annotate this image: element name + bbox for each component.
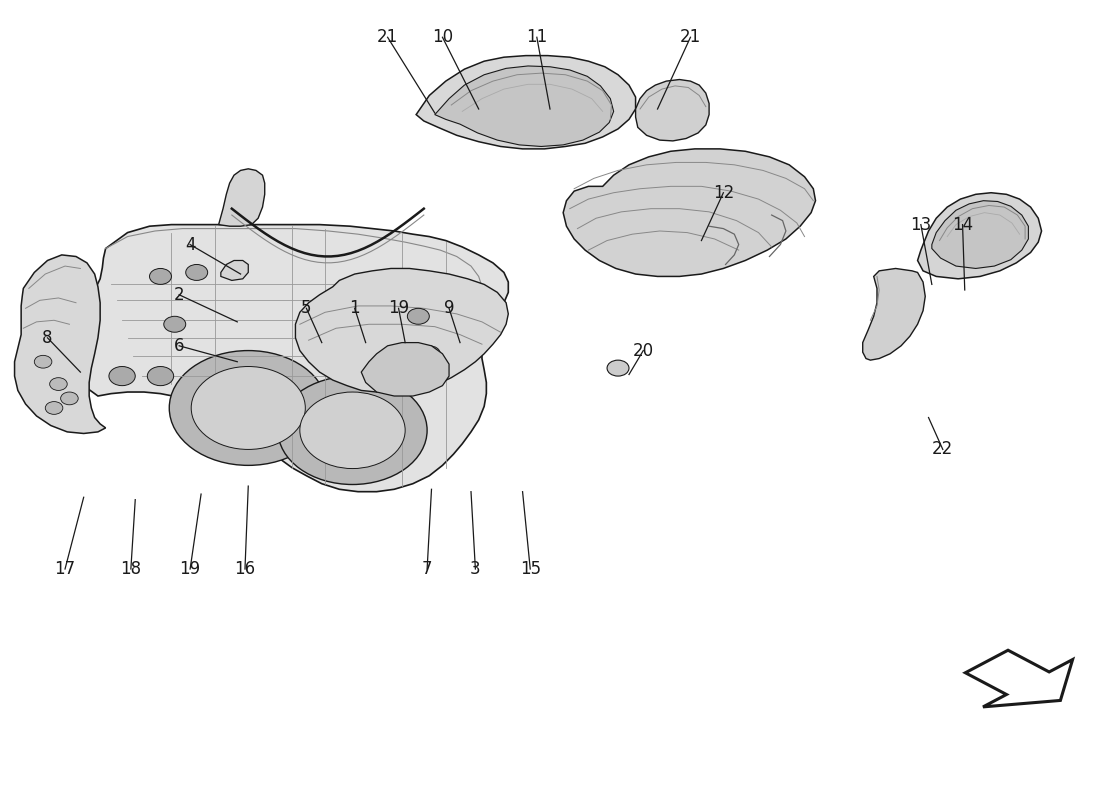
Text: 11: 11 [526, 28, 548, 46]
Text: 20: 20 [632, 342, 653, 359]
Text: 21: 21 [377, 28, 398, 46]
Text: 4: 4 [185, 235, 196, 254]
Text: 5: 5 [301, 299, 311, 318]
Text: 16: 16 [234, 560, 255, 578]
Text: 14: 14 [952, 216, 974, 234]
Circle shape [169, 350, 328, 466]
Circle shape [418, 346, 440, 362]
Text: 8: 8 [42, 329, 53, 347]
Polygon shape [966, 650, 1072, 707]
Polygon shape [862, 269, 925, 360]
Text: 6: 6 [174, 337, 185, 354]
Text: 10: 10 [432, 28, 453, 46]
Text: 22: 22 [932, 441, 954, 458]
Circle shape [191, 366, 306, 450]
Circle shape [147, 366, 174, 386]
Circle shape [407, 308, 429, 324]
Circle shape [45, 402, 63, 414]
Circle shape [60, 392, 78, 405]
Circle shape [50, 378, 67, 390]
Circle shape [34, 355, 52, 368]
Circle shape [372, 366, 398, 386]
Polygon shape [361, 342, 449, 396]
Polygon shape [932, 201, 1028, 269]
Circle shape [186, 265, 208, 281]
Text: 13: 13 [910, 216, 932, 234]
Text: 17: 17 [55, 560, 76, 578]
Polygon shape [636, 79, 710, 141]
Polygon shape [416, 56, 636, 149]
Circle shape [150, 269, 172, 285]
Polygon shape [219, 169, 265, 226]
Text: 1: 1 [350, 299, 360, 318]
Text: 9: 9 [443, 299, 454, 318]
Polygon shape [917, 193, 1042, 279]
Text: 2: 2 [174, 286, 185, 304]
Text: 7: 7 [422, 560, 432, 578]
Circle shape [109, 366, 135, 386]
Circle shape [607, 360, 629, 376]
Circle shape [278, 376, 427, 485]
Polygon shape [69, 225, 508, 492]
Text: 18: 18 [120, 560, 142, 578]
Text: 19: 19 [388, 299, 409, 318]
Text: 12: 12 [713, 184, 734, 202]
Polygon shape [296, 269, 508, 392]
Text: 3: 3 [470, 560, 481, 578]
Polygon shape [434, 66, 614, 146]
Polygon shape [563, 149, 815, 277]
Text: 21: 21 [680, 28, 701, 46]
Polygon shape [221, 261, 249, 281]
Polygon shape [14, 255, 106, 434]
Circle shape [300, 392, 405, 469]
Text: 15: 15 [519, 560, 541, 578]
Circle shape [164, 316, 186, 332]
Text: 19: 19 [179, 560, 200, 578]
